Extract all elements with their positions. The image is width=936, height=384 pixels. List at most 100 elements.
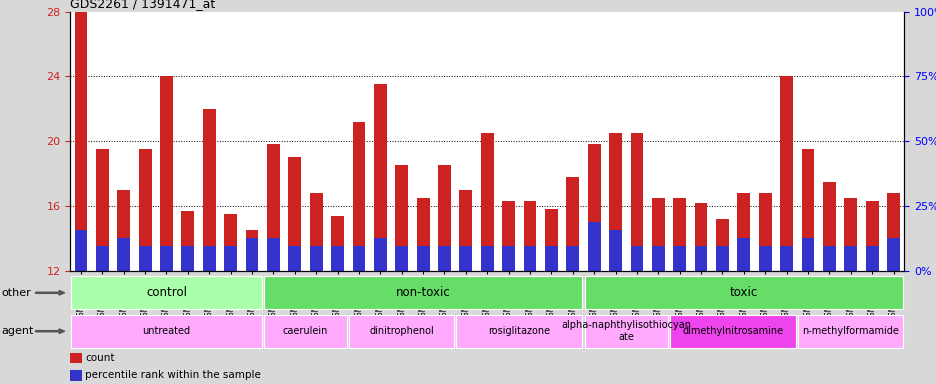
Bar <box>865 247 878 384</box>
Bar <box>608 230 622 384</box>
Bar <box>587 144 600 384</box>
Bar <box>480 133 493 384</box>
Bar <box>224 247 237 384</box>
Text: toxic: toxic <box>729 286 757 299</box>
Text: rosiglitazone: rosiglitazone <box>488 326 549 336</box>
Bar <box>459 190 472 384</box>
Text: dimethylnitrosamine: dimethylnitrosamine <box>681 326 782 336</box>
Bar <box>202 109 215 384</box>
Bar <box>694 247 707 384</box>
Text: other: other <box>2 288 32 298</box>
Bar <box>651 247 664 384</box>
Bar <box>438 247 450 384</box>
Bar <box>758 193 771 384</box>
Bar <box>288 157 300 384</box>
Bar <box>139 149 152 384</box>
Bar <box>224 214 237 384</box>
Bar <box>395 166 408 384</box>
Bar <box>117 190 130 384</box>
Bar <box>117 238 130 384</box>
Bar <box>800 149 813 384</box>
Bar <box>264 315 347 348</box>
Bar <box>822 247 835 384</box>
Bar <box>843 247 856 384</box>
Bar <box>608 133 622 384</box>
Text: non-toxic: non-toxic <box>395 286 450 299</box>
Bar <box>584 276 902 309</box>
Bar <box>843 198 856 384</box>
Bar <box>288 247 300 384</box>
Bar <box>694 203 707 384</box>
Text: percentile rank within the sample: percentile rank within the sample <box>85 370 261 381</box>
Bar <box>202 247 215 384</box>
Bar <box>182 247 194 384</box>
Bar <box>669 315 796 348</box>
Bar <box>264 276 582 309</box>
Bar <box>160 247 173 384</box>
Text: GDS2261 / 1391471_at: GDS2261 / 1391471_at <box>70 0 215 10</box>
Bar <box>310 247 322 384</box>
Text: n-methylformamide: n-methylformamide <box>801 326 899 336</box>
Bar <box>584 315 667 348</box>
Bar <box>71 276 261 309</box>
Bar <box>417 247 429 384</box>
Bar <box>95 149 109 384</box>
Bar <box>737 238 750 384</box>
Bar <box>139 247 152 384</box>
Bar <box>417 198 429 384</box>
Bar <box>310 193 322 384</box>
Bar <box>715 247 728 384</box>
Bar <box>502 201 515 384</box>
Bar <box>673 198 685 384</box>
Bar <box>70 353 81 363</box>
Text: alpha-naphthylisothiocyan
ate: alpha-naphthylisothiocyan ate <box>561 320 691 342</box>
Bar <box>75 230 87 384</box>
Bar <box>800 238 813 384</box>
Text: control: control <box>146 286 187 299</box>
Bar <box>352 122 365 384</box>
Bar <box>565 177 578 384</box>
Bar <box>865 201 878 384</box>
Text: untreated: untreated <box>142 326 190 336</box>
Bar <box>822 182 835 384</box>
Bar <box>182 211 194 384</box>
Bar <box>630 247 643 384</box>
Bar <box>545 247 557 384</box>
Bar <box>395 247 408 384</box>
Bar <box>797 315 902 348</box>
Bar <box>267 144 280 384</box>
Bar <box>95 247 109 384</box>
Bar <box>780 76 792 384</box>
Bar <box>267 238 280 384</box>
Bar <box>438 166 450 384</box>
Bar <box>523 201 535 384</box>
Text: dinitrophenol: dinitrophenol <box>369 326 433 336</box>
Bar <box>651 198 664 384</box>
Bar <box>330 216 344 384</box>
Bar <box>780 247 792 384</box>
Bar <box>459 247 472 384</box>
Bar <box>565 247 578 384</box>
Bar <box>349 315 454 348</box>
Text: agent: agent <box>2 326 35 336</box>
Bar <box>330 247 344 384</box>
Bar <box>715 219 728 384</box>
Bar <box>71 315 261 348</box>
Bar <box>630 133 643 384</box>
Bar <box>886 193 899 384</box>
Bar <box>75 12 87 384</box>
Bar <box>673 247 685 384</box>
Bar <box>480 247 493 384</box>
Bar <box>523 247 535 384</box>
Bar <box>245 230 258 384</box>
Bar <box>545 209 557 384</box>
Bar <box>70 370 81 381</box>
Bar <box>160 76 173 384</box>
Bar <box>373 238 387 384</box>
Bar <box>886 238 899 384</box>
Bar <box>587 222 600 384</box>
Bar <box>352 247 365 384</box>
Bar <box>373 84 387 384</box>
Bar <box>737 193 750 384</box>
Bar <box>502 247 515 384</box>
